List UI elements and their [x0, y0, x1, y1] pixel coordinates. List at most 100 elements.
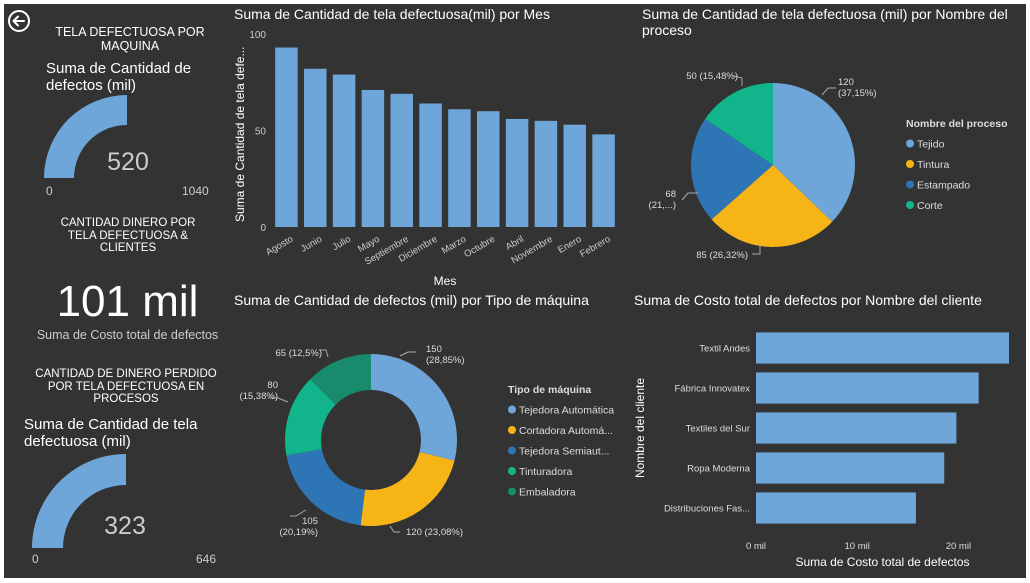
bar — [304, 68, 327, 227]
gauge1-value: 520 — [107, 148, 149, 176]
slice — [286, 449, 365, 526]
slice — [285, 379, 336, 456]
gauge2-label: Suma de Cantidad de tela defectuosa (mil… — [24, 416, 198, 450]
legend-item: Embaladora — [519, 487, 576, 499]
x-tick-label: 10 mil — [845, 541, 870, 552]
bar — [275, 47, 298, 227]
x-tick-label: Agosto — [264, 234, 295, 258]
gauge2-min: 0 — [32, 552, 39, 566]
bar — [756, 372, 979, 404]
card-value: 101 mil — [56, 277, 199, 326]
gauge-fill — [32, 454, 126, 548]
x-tick-label: 0 mil — [746, 541, 766, 552]
legend-title: Nombre del proceso — [906, 118, 1008, 130]
pie-chart-title: Suma de Cantidad de tela defectuosa (mil… — [642, 6, 1008, 38]
y-axis-label: Nombre del cliente — [633, 378, 647, 478]
legend-marker — [508, 487, 516, 496]
y-tick-label: Distribuciones Fas... — [664, 504, 750, 515]
leader-line — [821, 87, 836, 96]
leader-line — [320, 349, 329, 358]
legend-item: Tinturadora — [519, 466, 572, 478]
x-tick-label: 20 mil — [946, 541, 971, 552]
leader-line — [270, 397, 289, 403]
legend-marker — [906, 180, 914, 189]
bar — [448, 109, 471, 227]
legend-title: Tipo de máquina — [508, 384, 591, 396]
x-tick-label: Octubre — [462, 234, 497, 260]
hbar-chart-title: Suma de Costo total de defectos por Nomb… — [634, 292, 982, 308]
slice — [705, 83, 773, 165]
back-button[interactable] — [7, 9, 31, 33]
data-label: 150 — [426, 344, 442, 355]
data-label: 120 (23,08%) — [406, 527, 463, 538]
back-arrow-icon — [8, 10, 30, 32]
y-tick-label: Ropa Moderna — [687, 464, 751, 475]
legend-marker — [906, 139, 914, 148]
leader-line — [681, 192, 698, 201]
data-pct-label: (28,85%) — [426, 355, 465, 366]
leader-line — [290, 509, 307, 517]
y-tick-label: Fábrica Innovatex — [674, 384, 750, 395]
bar — [390, 93, 413, 227]
legend-item: Tejido — [917, 139, 945, 151]
bar — [756, 452, 945, 484]
x-tick-label: Junio — [299, 234, 324, 255]
gauge1-min: 0 — [46, 184, 53, 198]
data-label: 65 (12,5%) — [276, 348, 322, 359]
data-pct-label: (37,15%) — [838, 88, 877, 99]
gauge2-max: 646 — [196, 552, 217, 566]
gauge2-value: 323 — [104, 512, 146, 540]
slice — [360, 451, 455, 526]
bar — [756, 332, 1009, 364]
x-axis-label: Mes — [434, 274, 457, 288]
section-title-clientes: CANTIDAD DINERO POR TELA DEFECTUOSA & CL… — [60, 217, 196, 254]
data-label: 120 — [838, 77, 854, 88]
slice — [371, 354, 457, 461]
legend-marker — [508, 467, 516, 475]
data-pct-label: (20,19%) — [279, 527, 318, 538]
y-tick-label: 50 — [255, 127, 267, 138]
data-label: 105 — [302, 516, 318, 527]
legend-marker — [508, 405, 516, 414]
data-label: 68 — [665, 189, 676, 200]
slice — [711, 165, 833, 247]
x-tick-label: Febrero — [578, 234, 612, 260]
legend-item: Tejedora Semiaut... — [519, 446, 609, 458]
card-label: Suma de Costo total de defectos — [36, 328, 219, 342]
bar — [419, 103, 442, 227]
data-label: 80 — [267, 380, 278, 391]
x-axis-label: Suma de Costo total de defectos — [795, 555, 969, 569]
leader-line — [399, 351, 416, 357]
bar — [756, 492, 916, 524]
bar — [361, 89, 385, 227]
data-label: 50 (15,48%) — [686, 71, 738, 82]
legend-marker — [906, 201, 914, 209]
leader-line — [733, 75, 743, 86]
y-axis-label: Suma de Cantidad de tela defe... — [233, 47, 247, 222]
bar — [756, 412, 957, 444]
gauge1-label: Suma de Cantidad de defectos (mil) — [46, 60, 192, 94]
legend-item: Tejedora Automática — [519, 405, 614, 417]
bar — [332, 74, 356, 227]
slice — [310, 354, 371, 405]
legend-item: Estampado — [917, 180, 970, 192]
slice — [773, 83, 855, 222]
section-title-maquina: TELA DEFECTUOSA POR MAQUINA — [55, 25, 205, 53]
legend-item: Tintura — [917, 159, 949, 171]
pie-chart-proceso: 120(37,15%) 85 (26,32%) 68(21,...) 50 (15,4… — [649, 71, 1008, 261]
legend-marker — [508, 446, 516, 455]
leader-line — [752, 245, 761, 255]
x-tick-label: Julio — [330, 234, 352, 253]
bar — [534, 120, 558, 227]
gauge2 — [32, 454, 126, 548]
hbar-chart-cliente: Textil Andes Fábrica Innovatex Textiles de… — [633, 332, 1009, 569]
gauge1 — [44, 95, 127, 178]
y-tick-label: Textiles del Sur — [686, 424, 750, 435]
gauge-fill — [44, 95, 127, 178]
legend-item: Cortadora Automá... — [519, 425, 613, 437]
y-tick-label: 0 — [260, 223, 266, 234]
bar-chart-title: Suma de Cantidad de tela defectuosa(mil)… — [234, 6, 550, 22]
data-label: 85 (26,32%) — [696, 250, 748, 261]
bar — [477, 111, 500, 227]
